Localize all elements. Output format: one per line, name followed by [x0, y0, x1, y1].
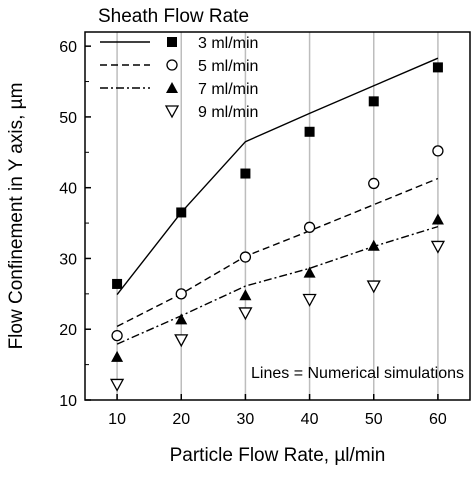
data-point-s2-2	[239, 289, 252, 301]
data-point-s2-4	[367, 239, 380, 251]
data-point-s3-5	[430, 240, 446, 254]
simulation-lines	[116, 57, 439, 345]
data-point-s1-5	[432, 145, 444, 157]
data-point-s1-0	[111, 329, 123, 342]
data-point-s0-2	[240, 168, 251, 179]
legend-label-2: 7 ml/min	[198, 81, 258, 98]
data-point-s1-4	[368, 177, 380, 190]
x-tick-label: 40	[301, 411, 319, 428]
data-point-s0-5	[432, 62, 443, 73]
annotation-note: Lines = Numerical simulations	[251, 365, 464, 382]
data-point-s3-0	[109, 378, 125, 392]
y-axis-title: Flow Confinement in Y axis, µm	[6, 83, 27, 350]
y-tick-label: 20	[59, 322, 77, 339]
simulation-line-0	[116, 57, 439, 295]
y-tick-label: 40	[59, 181, 77, 198]
data-point-s0-0	[112, 278, 123, 289]
y-tick-label: 30	[59, 251, 77, 268]
grid-lines	[116, 32, 439, 400]
data-point-s0-3	[304, 126, 315, 137]
legend-marker-2	[166, 82, 178, 93]
legend-title: Sheath Flow Rate	[98, 6, 249, 27]
measurement-points	[109, 62, 446, 392]
simulation-line-1	[116, 177, 439, 328]
data-point-s1-3	[303, 221, 316, 233]
data-point-s3-3	[302, 293, 317, 307]
plot-frame	[84, 31, 471, 401]
y-tick-label: 50	[59, 110, 77, 127]
legend-label-3: 9 ml/min	[198, 104, 258, 121]
data-point-s2-0	[111, 350, 124, 362]
legend-label-1: 5 ml/min	[198, 58, 258, 75]
data-point-s0-1	[176, 207, 187, 218]
legend-marker-1	[166, 59, 178, 71]
legend: 3 ml/min 5 ml/min 7 ml/min 9 ml/min	[100, 35, 258, 121]
x-axis: 10 20 30 40 50 60	[108, 394, 447, 428]
data-point-s2-3	[303, 266, 316, 278]
x-axis-title: Particle Flow Rate, µl/min	[170, 445, 386, 466]
data-point-s3-2	[238, 307, 253, 321]
x-tick-label: 30	[237, 411, 255, 428]
y-tick-label: 10	[59, 393, 77, 410]
data-point-s2-5	[431, 213, 444, 225]
legend-marker-3	[164, 105, 180, 119]
y-tick-label: 60	[59, 39, 77, 56]
x-tick-label: 20	[172, 411, 190, 428]
data-point-s3-1	[174, 334, 189, 348]
data-point-s3-4	[366, 280, 381, 294]
x-tick-label: 50	[365, 411, 383, 428]
data-point-s0-4	[368, 96, 379, 107]
data-point-s2-1	[175, 313, 188, 325]
data-point-s1-2	[239, 251, 252, 263]
x-tick-label: 60	[429, 411, 447, 428]
y-axis: 10 20 30 40 50 60	[59, 39, 91, 410]
legend-label-0: 3 ml/min	[198, 35, 258, 52]
x-tick-label: 10	[108, 411, 126, 428]
data-point-s1-1	[175, 288, 187, 300]
legend-marker-0	[167, 37, 177, 47]
